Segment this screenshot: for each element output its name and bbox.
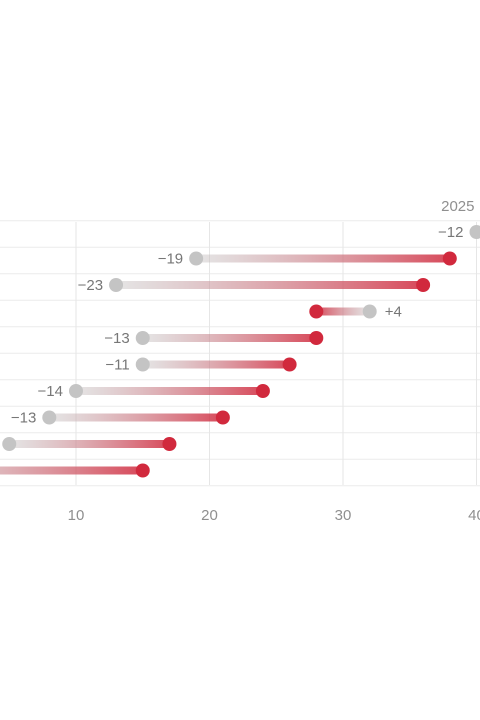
x-tick-label: 10	[68, 507, 85, 524]
end-point	[215, 410, 230, 425]
end-point	[282, 357, 297, 372]
change-label: +4	[385, 304, 402, 321]
change-label: −13	[104, 330, 129, 347]
end-point	[162, 437, 177, 451]
end-point	[309, 331, 324, 345]
change-label: −12	[438, 224, 463, 241]
dumbbell-row: −14	[38, 383, 270, 400]
end-point	[135, 463, 150, 478]
dumbbell-row	[0, 463, 150, 478]
dumbbell-row: −19	[158, 251, 457, 268]
start-point	[362, 304, 377, 319]
x-axis-ticks: 10 20 30 40	[68, 507, 480, 524]
start-point	[135, 331, 150, 345]
dumbbell-rows: −12−19−23+4−13−11−14−13	[0, 224, 480, 478]
change-label: −13	[11, 410, 36, 427]
start-point	[135, 357, 150, 372]
start-point	[69, 384, 83, 398]
dumbbell-row	[2, 437, 177, 451]
start-point	[42, 410, 57, 425]
dumbbell-row: +4	[309, 304, 402, 321]
start-point	[469, 225, 480, 239]
dumbbell-row: −13	[11, 410, 230, 427]
x-tick-label: 30	[335, 507, 352, 524]
x-tick-label: 40	[468, 507, 480, 524]
dumbbell-row: −12	[438, 224, 480, 241]
dumbbell-row: −11	[105, 357, 297, 374]
end-point	[442, 251, 457, 266]
change-label: −19	[158, 251, 183, 268]
dumbbell-row: −13	[104, 330, 324, 347]
change-label: −11	[105, 357, 129, 374]
dumbbell-row: −23	[78, 277, 431, 294]
end-point	[255, 384, 270, 398]
x-tick-label: 20	[201, 507, 218, 524]
change-label: −23	[78, 277, 103, 294]
end-point	[309, 304, 324, 319]
start-point	[2, 437, 17, 451]
end-point	[416, 278, 431, 292]
start-point	[189, 251, 204, 266]
grid-lines	[0, 220, 480, 487]
start-point	[109, 278, 124, 292]
change-label: −14	[38, 383, 63, 400]
series-label-2025: 2025	[441, 198, 474, 215]
